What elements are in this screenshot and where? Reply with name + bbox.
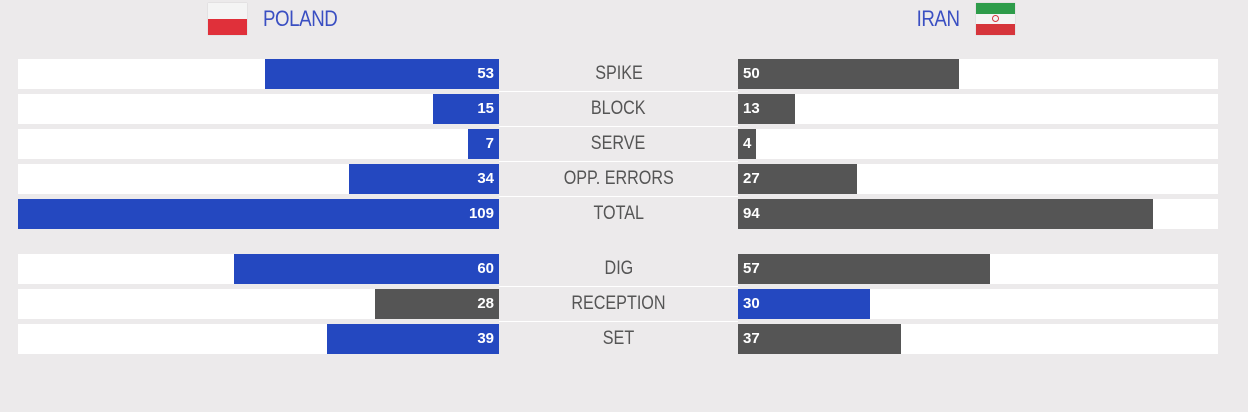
right-track: 13	[738, 94, 1218, 124]
stat-row-spike: 53 SPIKE 50	[18, 59, 1218, 92]
category-label: SPIKE	[594, 63, 643, 84]
right-track: 4	[738, 129, 1218, 159]
category-label: DIG	[604, 258, 633, 279]
left-bar: 39	[327, 324, 499, 354]
category-label: RECEPTION	[571, 293, 666, 314]
right-bar: 50	[738, 59, 959, 89]
right-track: 30	[738, 289, 1218, 319]
right-bar: 13	[738, 94, 795, 124]
row-divider	[499, 196, 738, 197]
left-bar: 28	[375, 289, 499, 319]
team-header-left: POLAND	[208, 3, 350, 35]
stat-row-reception: 28 RECEPTION 30	[18, 289, 1218, 322]
right-bar: 4	[738, 129, 756, 159]
left-value-label: 34	[477, 170, 494, 187]
left-value-label: 15	[477, 100, 494, 117]
left-value-label: 7	[485, 135, 494, 152]
left-value-label: 39	[477, 330, 494, 347]
iran-flag-icon	[976, 3, 1015, 36]
left-track: 15	[18, 94, 499, 124]
row-divider	[499, 161, 738, 162]
category-label: SERVE	[591, 133, 646, 154]
left-bar: 15	[433, 94, 499, 124]
team-name-left: POLAND	[263, 6, 338, 31]
left-track: 7	[18, 129, 499, 159]
left-bar: 7	[468, 129, 499, 159]
row-divider	[499, 321, 738, 322]
right-bar: 94	[738, 199, 1153, 229]
right-value-label: 27	[743, 170, 760, 187]
stat-row-set: 39 SET 37	[18, 324, 1218, 354]
right-value-label: 37	[743, 330, 760, 347]
left-track: 60	[18, 254, 499, 284]
stat-row-block: 15 BLOCK 13	[18, 94, 1218, 127]
category-label: OPP. ERRORS	[563, 168, 674, 189]
team-name-right: IRAN	[917, 6, 960, 31]
left-bar: 109	[18, 199, 499, 229]
right-bar: 30	[738, 289, 870, 319]
right-track: 50	[738, 59, 1218, 89]
right-value-label: 13	[743, 100, 760, 117]
left-track: 53	[18, 59, 499, 89]
right-bar: 37	[738, 324, 901, 354]
stat-row-dig: 60 DIG 57	[18, 254, 1218, 287]
left-value-label: 28	[477, 295, 494, 312]
poland-flag-icon	[208, 3, 247, 35]
left-track: 109	[18, 199, 499, 229]
row-divider	[499, 91, 738, 92]
stat-row-opp-errors: 34 OPP. ERRORS 27	[18, 164, 1218, 197]
right-value-label: 94	[743, 205, 760, 222]
right-value-label: 30	[743, 295, 760, 312]
right-bar: 27	[738, 164, 857, 194]
left-value-label: 60	[477, 260, 494, 277]
right-track: 37	[738, 324, 1218, 354]
left-value-label: 109	[468, 205, 494, 222]
right-track: 94	[738, 199, 1218, 229]
row-divider	[499, 286, 738, 287]
right-track: 27	[738, 164, 1218, 194]
row-divider	[499, 126, 738, 127]
left-track: 28	[18, 289, 499, 319]
left-track: 39	[18, 324, 499, 354]
right-value-label: 4	[743, 135, 752, 152]
right-value-label: 57	[743, 260, 760, 277]
left-bar: 53	[265, 59, 499, 89]
category-label: BLOCK	[591, 98, 646, 119]
right-value-label: 50	[743, 65, 760, 82]
stat-row-total: 109 TOTAL 94	[18, 199, 1218, 229]
right-bar: 57	[738, 254, 990, 284]
left-bar: 34	[349, 164, 499, 194]
team-header-right: IRAN	[909, 3, 1015, 36]
stat-row-serve: 7 SERVE 4	[18, 129, 1218, 162]
left-value-label: 53	[477, 65, 494, 82]
right-track: 57	[738, 254, 1218, 284]
left-track: 34	[18, 164, 499, 194]
category-label: SET	[602, 328, 635, 349]
category-label: TOTAL	[593, 203, 644, 224]
left-bar: 60	[234, 254, 499, 284]
